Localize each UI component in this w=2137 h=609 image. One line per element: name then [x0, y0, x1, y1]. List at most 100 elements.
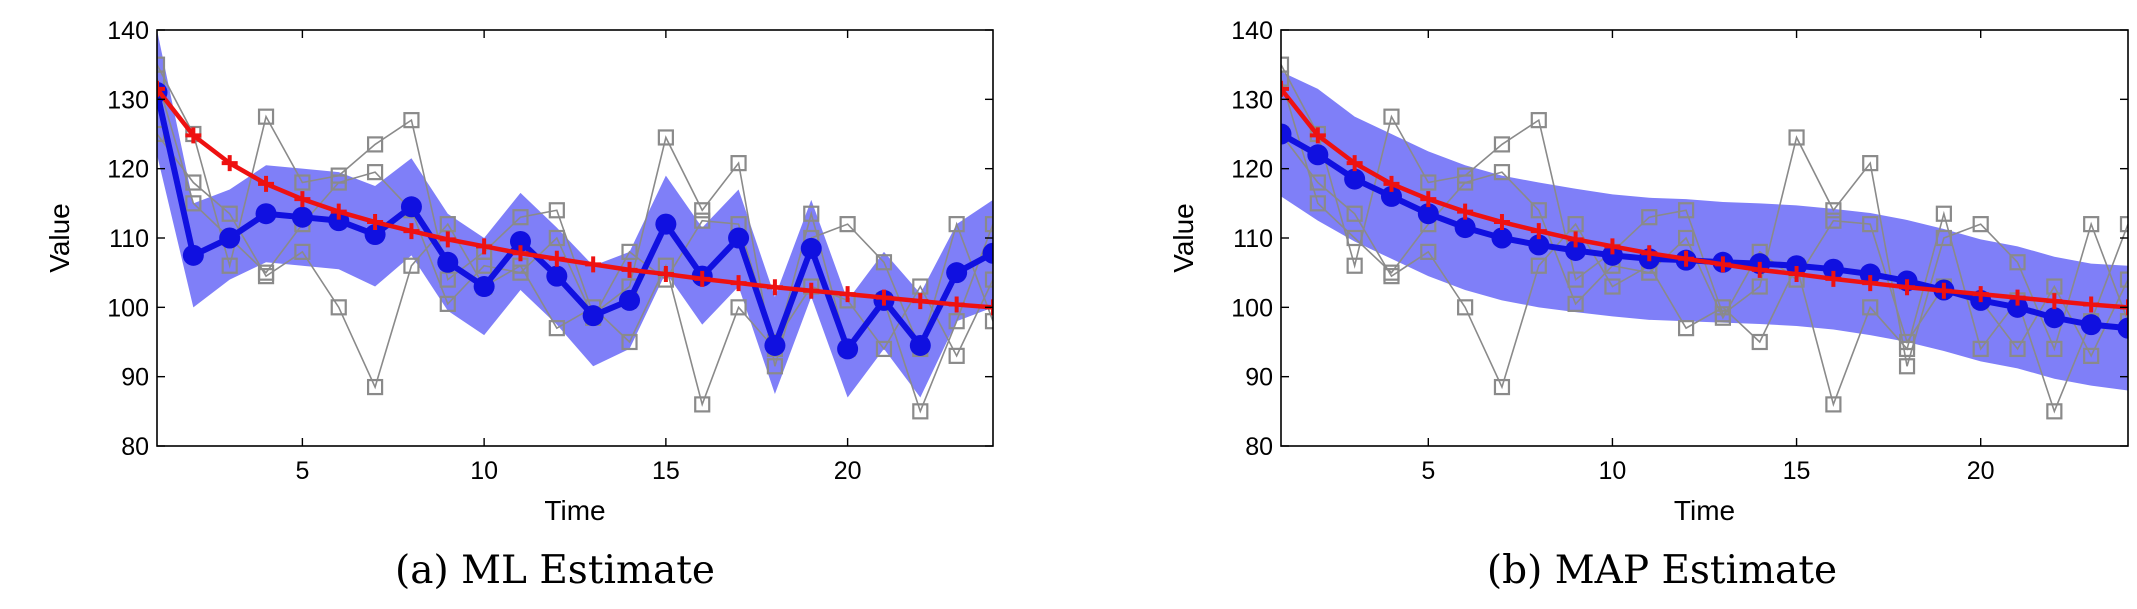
estimate-point [291, 206, 313, 228]
observation-marker [476, 257, 493, 274]
estimate-point [2007, 296, 2029, 318]
estimate-point [2080, 314, 2102, 336]
estimate-point [946, 262, 968, 284]
truth-marker [1899, 279, 1916, 296]
observation-marker [403, 112, 420, 129]
observation-marker [512, 209, 529, 226]
observation-marker [2009, 340, 2026, 358]
observation-marker [2046, 403, 2063, 420]
observation-marker [1972, 216, 1989, 233]
observation-marker [1530, 202, 1547, 219]
y-tick-label: 140 [107, 17, 149, 45]
estimate-point [2043, 307, 2065, 329]
estimate-point [1454, 217, 1476, 239]
estimate-point [582, 305, 604, 327]
observation-marker [1862, 216, 1879, 233]
observation-marker [1530, 112, 1547, 129]
y-tick-label: 90 [1245, 364, 1273, 392]
observation-marker [1530, 257, 1547, 274]
observation-marker [366, 136, 384, 153]
observation-marker [657, 129, 674, 146]
estimate-point [509, 230, 531, 252]
caption-ml-estimate: (a) ML Estimate [395, 548, 715, 593]
estimate-point [1380, 185, 1402, 207]
truth-marker [2083, 296, 2100, 313]
truth-marker [839, 286, 856, 303]
truth-marker [694, 270, 711, 287]
observation-marker [548, 229, 565, 247]
plot-area [1281, 56, 2128, 420]
truth-marker [294, 191, 311, 208]
truth-marker [185, 127, 202, 144]
observation-marker [984, 313, 993, 330]
estimate-point [1281, 123, 1292, 145]
y-tick-label: 140 [1231, 17, 1273, 45]
observation-marker [948, 347, 965, 364]
observation-marker [1457, 174, 1474, 191]
observation-marker [1825, 202, 1842, 219]
x-tick-label: 15 [1783, 457, 1811, 485]
observation-marker [2009, 254, 2026, 271]
observation-marker [439, 216, 456, 233]
observation-marker [294, 174, 311, 191]
truth-marker [1678, 250, 1695, 267]
truth-marker [476, 238, 493, 255]
observation-marker [1677, 320, 1695, 337]
observation-marker [1493, 164, 1511, 181]
observation-marker [948, 313, 965, 330]
y-tick-label: 80 [121, 433, 149, 461]
estimate-point [1601, 244, 1623, 266]
observation-marker [1862, 299, 1879, 316]
observation-marker [2119, 216, 2128, 233]
truth-marker [512, 245, 529, 262]
truth-marker [258, 175, 275, 192]
estimate-point [1822, 258, 1844, 280]
y-tick-label: 120 [1231, 156, 1273, 184]
observation-marker [1825, 212, 1842, 229]
estimate-point [473, 276, 495, 298]
estimate-point [2117, 317, 2128, 339]
observation-marker [1641, 209, 1658, 226]
observation-marker [1714, 309, 1732, 326]
observation-marker [984, 216, 993, 233]
observation-marker [839, 216, 856, 233]
observation-marker [730, 155, 747, 172]
observation-marker [2046, 340, 2063, 358]
estimate-point [1565, 239, 1587, 261]
observation-marker [1677, 229, 1695, 247]
y-tick-label: 110 [109, 225, 149, 253]
truth-marker [439, 231, 456, 248]
estimate-point [1786, 255, 1808, 277]
truth-marker [803, 282, 820, 299]
observation-marker [621, 333, 638, 351]
truth-marker [766, 279, 783, 296]
observation-marker [330, 299, 347, 316]
truth-marker [1788, 266, 1805, 283]
truth-marker [585, 256, 602, 273]
observation-marker [694, 212, 711, 229]
observation-marker [694, 396, 711, 413]
observation-marker [294, 243, 311, 260]
estimate-point [400, 196, 422, 218]
estimate-point [1417, 203, 1439, 225]
estimate-point [437, 251, 459, 273]
x-tick-label: 5 [295, 457, 309, 485]
estimate-point [255, 203, 277, 225]
observation-marker [1935, 205, 1952, 222]
observation-marker [1281, 56, 1290, 73]
caption-map-estimate: (b) MAP Estimate [1487, 548, 1837, 593]
plot-area [157, 30, 993, 420]
observation-marker [621, 243, 638, 260]
estimate-point [1528, 234, 1550, 256]
observation-marker [1346, 229, 1363, 247]
truth-marker [657, 266, 674, 283]
observation-marker [366, 164, 384, 181]
truth-marker [730, 275, 747, 292]
truth-marker [1935, 282, 1952, 299]
y-axis-label: Value [1168, 203, 1199, 273]
estimate-point [1859, 263, 1881, 285]
observation-marker [1346, 205, 1363, 222]
y-tick-label: 80 [1245, 433, 1273, 461]
observation-marker [1567, 295, 1584, 312]
